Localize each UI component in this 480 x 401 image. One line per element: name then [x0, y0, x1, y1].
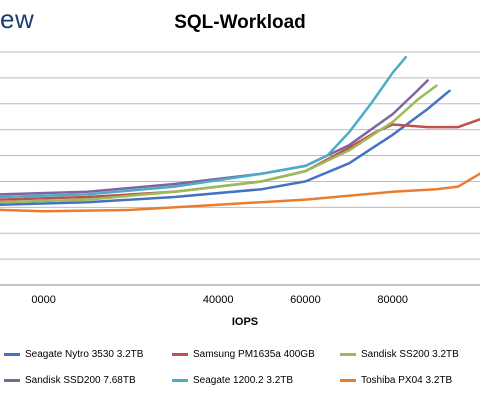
legend-label: Seagate Nytro 3530 3.2TB — [25, 349, 144, 360]
legend-swatch — [172, 379, 188, 382]
legend-label: Sandisk SS200 3.2TB — [361, 349, 459, 360]
legend-item: Sandisk SS200 3.2TB — [340, 349, 459, 360]
legend-label: Seagate 1200.2 3.2TB — [193, 375, 294, 386]
chart-title: SQL-Workload — [174, 12, 306, 33]
brand-logo-fragment: ew — [0, 4, 35, 34]
legend-item: Seagate 1200.2 3.2TB — [172, 375, 293, 386]
legend-label: Samsung PM1635a 400GB — [193, 349, 315, 360]
legend-item: Toshiba PX04 3.2TB — [340, 375, 452, 386]
legend-item: Seagate Nytro 3530 3.2TB — [4, 349, 143, 360]
series-lines — [0, 55, 480, 213]
x-axis-label: IOPS — [231, 316, 259, 328]
series-line — [0, 55, 408, 199]
legend-item: Sandisk SSD200 7.68TB — [4, 375, 136, 386]
x-tick-labels: 0000 40000 60000 80000 — [31, 294, 408, 306]
legend-label: Sandisk SSD200 7.68TB — [25, 375, 136, 386]
legend-swatch — [340, 353, 356, 356]
series-line — [0, 84, 438, 204]
legend-label: Toshiba PX04 3.2TB — [361, 375, 453, 386]
x-tick-label: 40000 — [203, 294, 234, 306]
legend-swatch — [4, 379, 20, 382]
x-tick-label: 60000 — [290, 294, 321, 306]
series-line — [0, 89, 451, 206]
x-tick-label: 0000 — [31, 294, 55, 306]
legend-item: Samsung PM1635a 400GB — [172, 349, 315, 360]
legend-swatch — [4, 353, 20, 356]
series-line — [0, 118, 480, 201]
legend-swatch — [340, 379, 356, 382]
series-line — [0, 172, 480, 213]
x-tick-label: 80000 — [377, 294, 408, 306]
legend-swatch — [172, 353, 188, 356]
gridlines — [0, 51, 480, 260]
series-line — [0, 79, 429, 196]
